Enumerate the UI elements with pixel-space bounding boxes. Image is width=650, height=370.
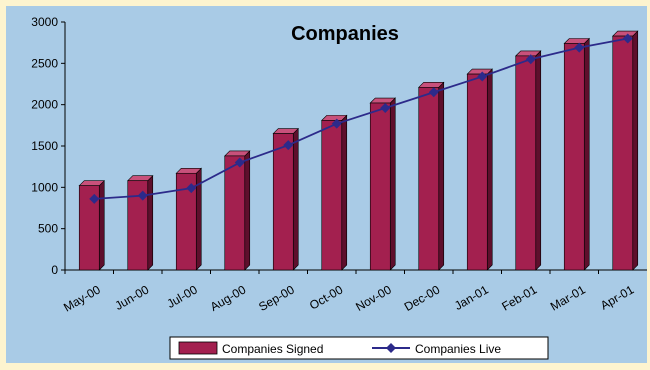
legend-label-live: Companies Live	[415, 342, 501, 356]
bar	[418, 81, 445, 271]
bar-side	[292, 127, 299, 271]
legend-label-signed: Companies Signed	[222, 342, 323, 356]
bar-front	[272, 133, 294, 271]
legend-marker-live	[386, 343, 396, 353]
live-point-marker	[137, 190, 148, 201]
bar	[563, 37, 590, 271]
chart-title: Companies	[291, 23, 399, 45]
y-tick-label: 2500	[31, 56, 58, 70]
live-point-marker	[186, 183, 197, 194]
y-tick-label: 500	[38, 222, 58, 236]
bar-front	[515, 55, 537, 271]
live-point-marker	[477, 71, 488, 82]
bar-front	[127, 180, 149, 271]
legend: Companies Signed Companies Live	[169, 336, 549, 360]
bar-front	[563, 43, 585, 271]
bar-side	[147, 174, 154, 271]
y-tick-label: 2000	[31, 98, 58, 112]
live-point-marker	[234, 157, 245, 168]
bars-group	[78, 30, 639, 271]
bar-side	[535, 50, 542, 271]
bar	[127, 174, 154, 271]
bar-side	[632, 30, 639, 271]
bar	[175, 167, 202, 271]
line-group	[89, 33, 633, 204]
bar	[272, 127, 299, 271]
legend-box	[169, 336, 549, 360]
bar	[78, 179, 105, 271]
bar-front	[612, 35, 634, 271]
y-tick-label: 1000	[31, 180, 58, 194]
bar-side	[486, 68, 493, 271]
bar-front	[418, 87, 440, 271]
bar-side	[341, 114, 348, 271]
y-tick-label: 1500	[31, 139, 58, 153]
legend-swatch-signed	[178, 341, 218, 355]
y-axis: 0 500 1000 1500 2000 2500 3000	[31, 15, 65, 277]
live-series-line	[94, 37, 628, 200]
bar-front	[466, 73, 488, 271]
bar-front	[224, 155, 246, 271]
live-point-marker	[574, 42, 585, 53]
bar-front	[369, 102, 391, 271]
y-tick-label: 0	[51, 263, 58, 277]
bar-side	[389, 97, 396, 271]
bar	[466, 68, 493, 271]
bar-side	[583, 37, 590, 271]
bar	[369, 97, 396, 271]
bar-front	[78, 185, 100, 271]
live-point-marker	[622, 33, 633, 44]
live-point-marker	[380, 102, 391, 113]
bar-side	[438, 81, 445, 271]
bar-side	[98, 179, 105, 271]
live-point-marker	[283, 140, 294, 151]
bar	[224, 150, 251, 271]
bar	[321, 114, 348, 271]
bar	[515, 50, 542, 271]
live-point-marker	[89, 193, 100, 204]
live-point-marker	[428, 87, 439, 98]
bar-side	[244, 150, 251, 271]
bar-front	[175, 172, 197, 271]
bar-front	[321, 120, 343, 271]
live-point-marker	[331, 118, 342, 129]
live-point-marker	[525, 54, 536, 65]
bar	[612, 30, 639, 271]
y-tick-label: 3000	[31, 15, 58, 29]
